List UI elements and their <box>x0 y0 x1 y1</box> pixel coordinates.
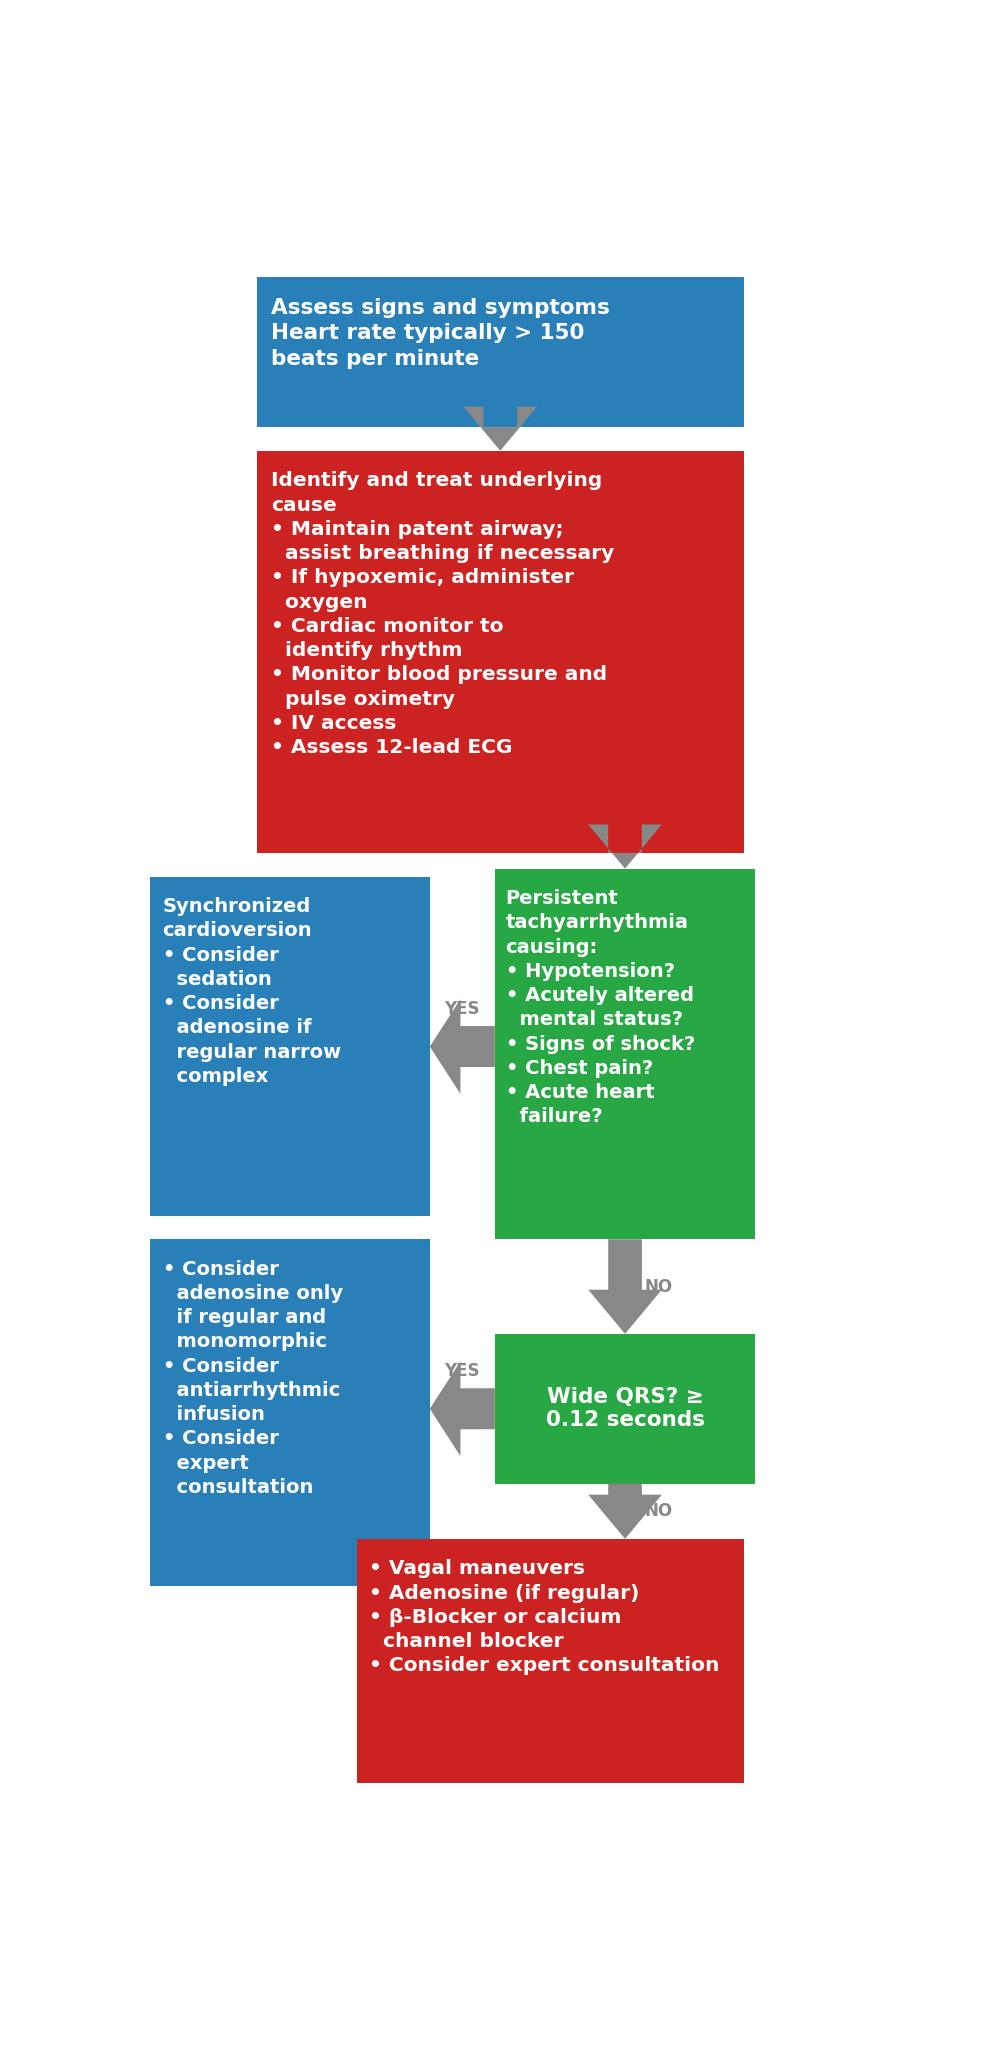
Text: Wide QRS? ≥
0.12 seconds: Wide QRS? ≥ 0.12 seconds <box>545 1386 704 1430</box>
Text: Persistent
tachyarrhythmia
causing:
• Hypotension?
• Acutely altered
  mental st: Persistent tachyarrhythmia causing: • Hy… <box>506 889 695 1126</box>
FancyBboxPatch shape <box>357 1538 744 1784</box>
FancyBboxPatch shape <box>495 868 755 1239</box>
Polygon shape <box>588 1483 662 1538</box>
FancyBboxPatch shape <box>258 451 744 852</box>
Polygon shape <box>430 1362 495 1456</box>
Polygon shape <box>588 1239 662 1333</box>
Text: YES: YES <box>445 1362 480 1380</box>
FancyBboxPatch shape <box>150 877 430 1217</box>
Text: YES: YES <box>445 999 480 1018</box>
Text: • Vagal maneuvers
• Adenosine (if regular)
• β-Blocker or calcium
  channel bloc: • Vagal maneuvers • Adenosine (if regula… <box>370 1559 719 1675</box>
Text: • Consider
  adenosine only
  if regular and
  monomorphic
• Consider
  antiarrh: • Consider adenosine only if regular and… <box>163 1260 343 1497</box>
Polygon shape <box>430 999 495 1094</box>
Text: Identify and treat underlying
cause
• Maintain patent airway;
  assist breathing: Identify and treat underlying cause • Ma… <box>272 471 615 758</box>
Polygon shape <box>463 408 537 451</box>
Text: NO: NO <box>644 1503 672 1520</box>
Text: Synchronized
cardioversion
• Consider
  sedation
• Consider
  adenosine if
  reg: Synchronized cardioversion • Consider se… <box>163 897 341 1085</box>
FancyBboxPatch shape <box>150 1239 430 1585</box>
FancyBboxPatch shape <box>258 276 744 428</box>
Text: Assess signs and symptoms
Heart rate typically > 150
beats per minute: Assess signs and symptoms Heart rate typ… <box>272 297 611 369</box>
Polygon shape <box>588 825 662 868</box>
FancyBboxPatch shape <box>495 1333 755 1483</box>
Text: NO: NO <box>644 1278 672 1296</box>
